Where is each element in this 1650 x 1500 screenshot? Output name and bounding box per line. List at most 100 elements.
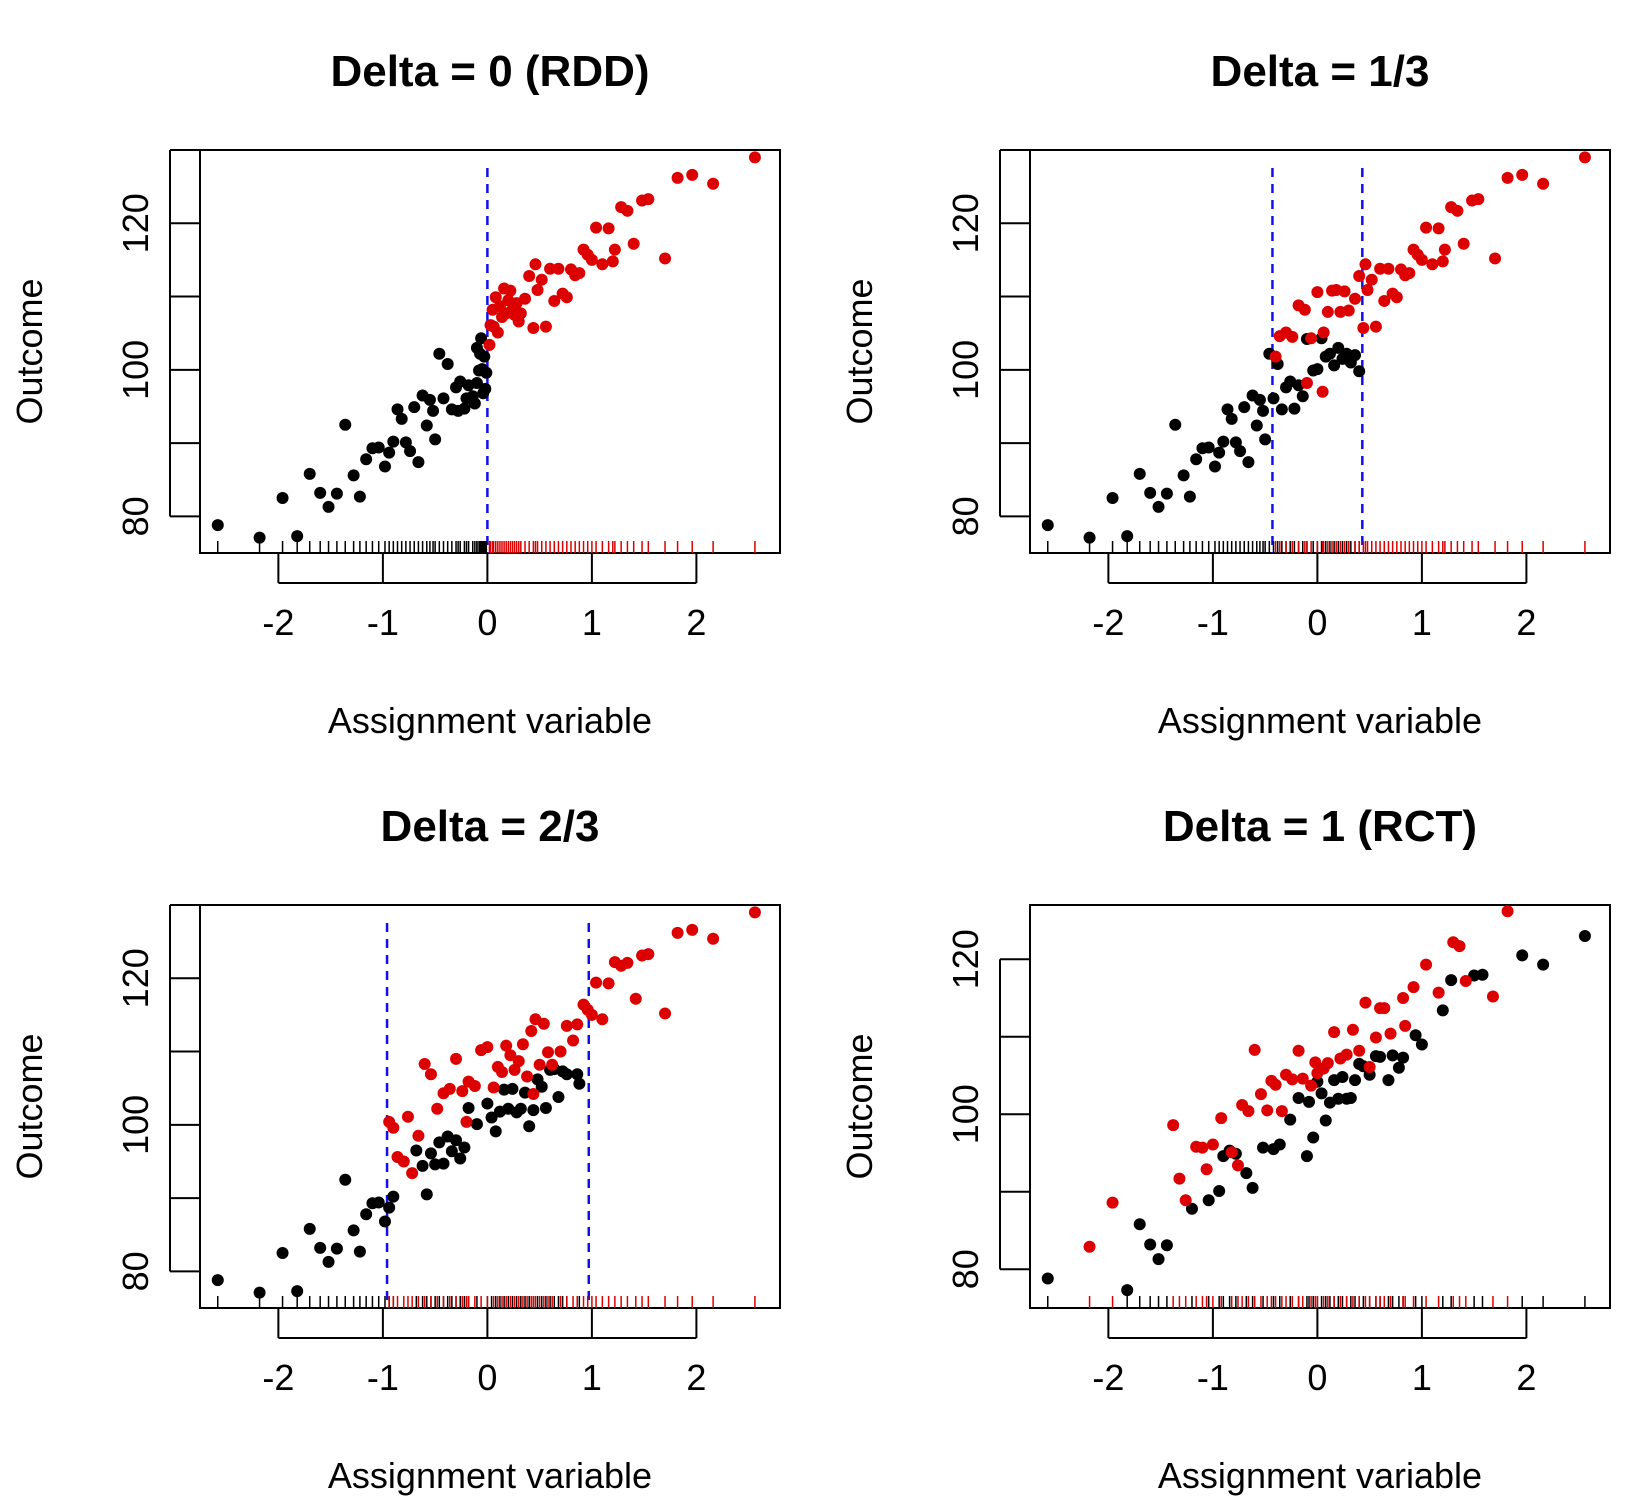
data-point [1248,1043,1261,1056]
y-tick-label: 80 [115,1251,156,1291]
data-point [391,403,404,416]
data-point [424,1068,437,1081]
data-point [1432,222,1445,235]
x-tick-label: 0 [1307,602,1327,643]
data-point [1516,949,1529,962]
panel-3: Delta = 2/3 -2 -1 0 1 2 80 100 120 Assignment var… [9,802,781,1496]
data-point [573,267,586,280]
data-point [1476,968,1489,981]
y-tick-label: 100 [945,1084,986,1144]
data-point [552,262,565,275]
data-point [1231,1159,1244,1172]
data-point [1453,940,1466,953]
data-point [1254,1088,1267,1101]
data-point [1311,286,1324,299]
data-point [1167,1119,1180,1132]
y-tick-label: 120 [945,929,986,989]
data-point [514,307,527,320]
data-point [431,1102,444,1115]
data-point [339,1173,352,1186]
data-point [353,1245,366,1258]
data-point [1234,445,1247,458]
data-point [1349,349,1362,362]
data-point [1269,1078,1282,1091]
data-point [514,1102,527,1115]
data-point [420,1188,433,1201]
data-point [608,243,621,256]
data-point [1183,490,1196,503]
data-point [537,1017,550,1030]
data-point [1144,486,1157,499]
data-point [1407,981,1420,994]
data-point [521,1070,534,1083]
data-point [360,1208,373,1221]
data-point [470,1118,483,1131]
data-point [445,1145,458,1158]
x-tick-label: -1 [1197,1357,1229,1398]
data-point [276,1247,289,1260]
y-tick-label: 80 [115,496,156,536]
panel-1: Delta = 0 (RDD) -2 -1 0 1 2 80 100 120 Assignment… [9,47,781,741]
data-point [1309,1056,1322,1069]
data-point [485,1111,498,1124]
data-point [527,322,540,335]
data-point [1365,273,1378,286]
data-point [1242,456,1255,469]
x-tick-label: 2 [686,1357,706,1398]
data-point [1200,1163,1213,1176]
x-tick-label: 0 [477,1357,497,1398]
data-point [1284,1113,1297,1126]
data-point [1106,492,1119,505]
data-point [1177,469,1190,482]
data-point [1196,1141,1209,1154]
data-point [462,1101,475,1114]
x-axis-label: Assignment variable [1158,1455,1482,1496]
data-point [468,1079,481,1092]
data-point [1303,1095,1316,1108]
data-point [523,270,536,283]
data-point [1225,412,1238,425]
data-point [1397,992,1410,1004]
data-point [1346,1023,1359,1036]
data-point [1378,1002,1391,1015]
data-point [491,326,504,339]
data-point [1261,1104,1274,1117]
data-point [1246,1181,1259,1194]
data-point [412,456,425,469]
data-point [1133,467,1146,480]
data-point [748,906,761,919]
data-point [1217,435,1230,448]
data-point [456,1085,469,1098]
data-point [387,1190,400,1203]
data-point [1242,1105,1255,1118]
data-point [387,1121,400,1134]
data-point [1357,322,1370,335]
data-point [1344,1091,1357,1104]
panel-title: Delta = 2/3 [381,802,600,851]
data-point [523,1120,536,1133]
x-tick-label: 2 [1516,1357,1536,1398]
y-tick-label: 100 [945,340,986,400]
data-point [1328,359,1341,372]
data-point [1257,1141,1270,1154]
data-point [450,1052,463,1065]
y-axis-label: Outcome [839,1033,880,1179]
y-tick-label: 80 [945,496,986,536]
data-point [596,258,609,271]
data-point [1403,267,1416,280]
data-point [253,531,266,544]
data-point [1323,347,1336,360]
data-point [1353,1044,1366,1057]
data-point [642,193,655,206]
data-point [1359,258,1372,271]
x-tick-label: 0 [1307,1357,1327,1398]
data-point [1537,958,1550,971]
data-point [423,393,436,406]
x-tick-label: -2 [262,602,294,643]
data-point [291,530,304,543]
data-point [1253,393,1266,406]
data-point [452,404,465,417]
data-point [535,1080,548,1093]
data-point [1121,530,1134,543]
data-point [1257,404,1270,417]
